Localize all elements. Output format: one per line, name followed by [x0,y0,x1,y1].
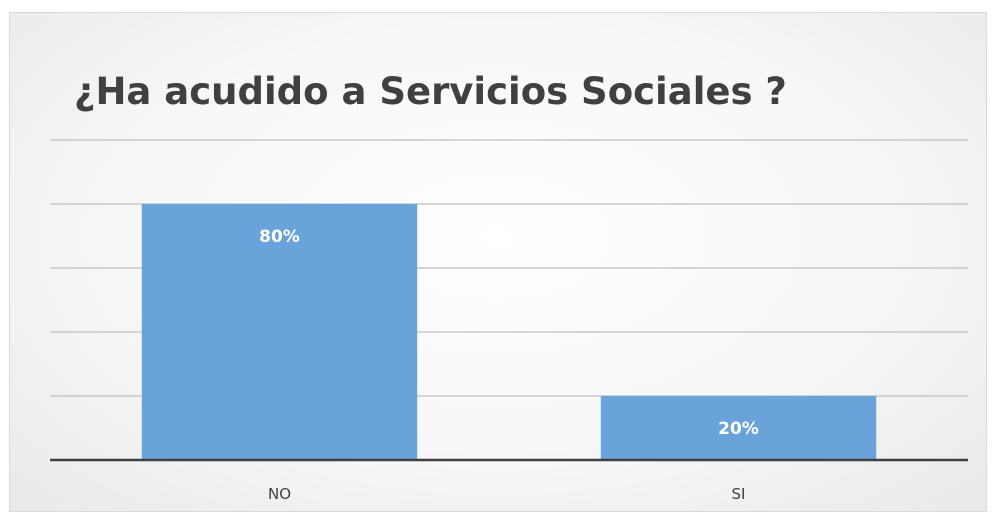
category-label-no: NO [268,485,291,503]
category-label-si: SI [732,485,746,503]
chart-frame: ¿Ha acudido a Servicios Sociales ? 80% NO… [9,12,987,512]
labels: 80% NO 20% SI [259,227,759,503]
plot-area: 80% NO 20% SI [50,139,968,503]
chart-title: ¿Ha acudido a Servicios Sociales ? [74,70,787,113]
bar-no [141,204,418,460]
bar-si [600,396,877,460]
bars [141,204,877,460]
bar-value-label-no: 80% [259,227,300,247]
bar-value-label-si: 20% [718,419,759,439]
